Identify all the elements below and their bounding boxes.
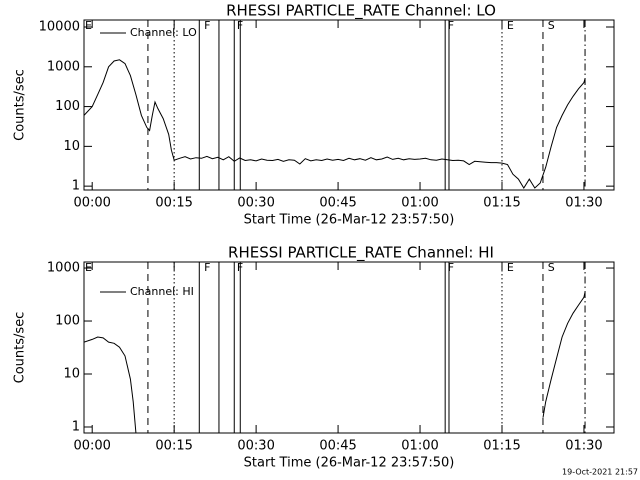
y-tick-label: 1000 xyxy=(47,59,80,74)
y-tick-label: 1 xyxy=(72,419,80,434)
plot-frame xyxy=(83,261,615,434)
legend-label: Channel: LO xyxy=(130,26,197,39)
x-tick-label: 00:15 xyxy=(155,439,192,454)
plot-frame xyxy=(83,19,615,191)
chart-title: RHESSI PARTICLE_RATE Channel: LO xyxy=(226,2,496,21)
x-tick-label: 00:45 xyxy=(319,196,356,211)
y-tick-label: 1 xyxy=(72,179,80,194)
event-label: E xyxy=(507,261,514,274)
x-tick-label: 00:15 xyxy=(155,196,192,211)
y-axis-title: Counts/sec xyxy=(13,69,28,141)
event-label: F xyxy=(237,19,243,32)
x-tick-label: 00:00 xyxy=(73,196,110,211)
footer: 19-Oct-2021 21:57 xyxy=(562,468,638,477)
data-line xyxy=(84,292,586,433)
y-tick-label: 100 xyxy=(55,99,80,114)
x-tick-label: 00:00 xyxy=(73,439,110,454)
event-label: E xyxy=(85,261,92,274)
panel: RHESSI PARTICLE_RATE Channel: LO Start Ti… xyxy=(13,2,615,228)
y-tick-label: 10 xyxy=(63,367,80,382)
x-axis-title: Start Time (26-Mar-12 23:57:50) xyxy=(244,456,455,471)
x-tick-label: 01:30 xyxy=(565,196,602,211)
panel: RHESSI PARTICLE_RATE Channel: HI Start Ti… xyxy=(13,244,615,471)
y-tick-label: 100 xyxy=(55,314,80,329)
event-label: F xyxy=(448,19,454,32)
event-label: F xyxy=(448,261,454,274)
x-tick-label: 01:30 xyxy=(565,439,602,454)
y-tick-label: 10 xyxy=(63,139,80,154)
event-label: E xyxy=(85,19,92,32)
y-axis-title: Counts/sec xyxy=(13,312,28,384)
y-tick-label: 1000 xyxy=(47,261,80,276)
event-label: E xyxy=(507,19,514,32)
x-tick-label: 01:00 xyxy=(401,439,438,454)
event-label: F xyxy=(204,19,210,32)
x-tick-label: 01:15 xyxy=(483,439,520,454)
x-tick-label: 00:30 xyxy=(237,196,274,211)
data-line xyxy=(84,59,586,189)
event-label: F xyxy=(204,261,210,274)
legend-label: Channel: HI xyxy=(130,285,194,298)
event-label: S xyxy=(548,261,555,274)
x-tick-label: 01:00 xyxy=(401,196,438,211)
x-tick-label: 00:45 xyxy=(319,439,356,454)
chart-title: RHESSI PARTICLE_RATE Channel: HI xyxy=(228,244,494,263)
x-tick-label: 00:30 xyxy=(237,439,274,454)
y-tick-label: 10000 xyxy=(39,20,80,35)
event-label: S xyxy=(548,19,555,32)
x-tick-label: 01:15 xyxy=(483,196,520,211)
event-label: F xyxy=(237,261,243,274)
x-axis-title: Start Time (26-Mar-12 23:57:50) xyxy=(244,213,455,228)
